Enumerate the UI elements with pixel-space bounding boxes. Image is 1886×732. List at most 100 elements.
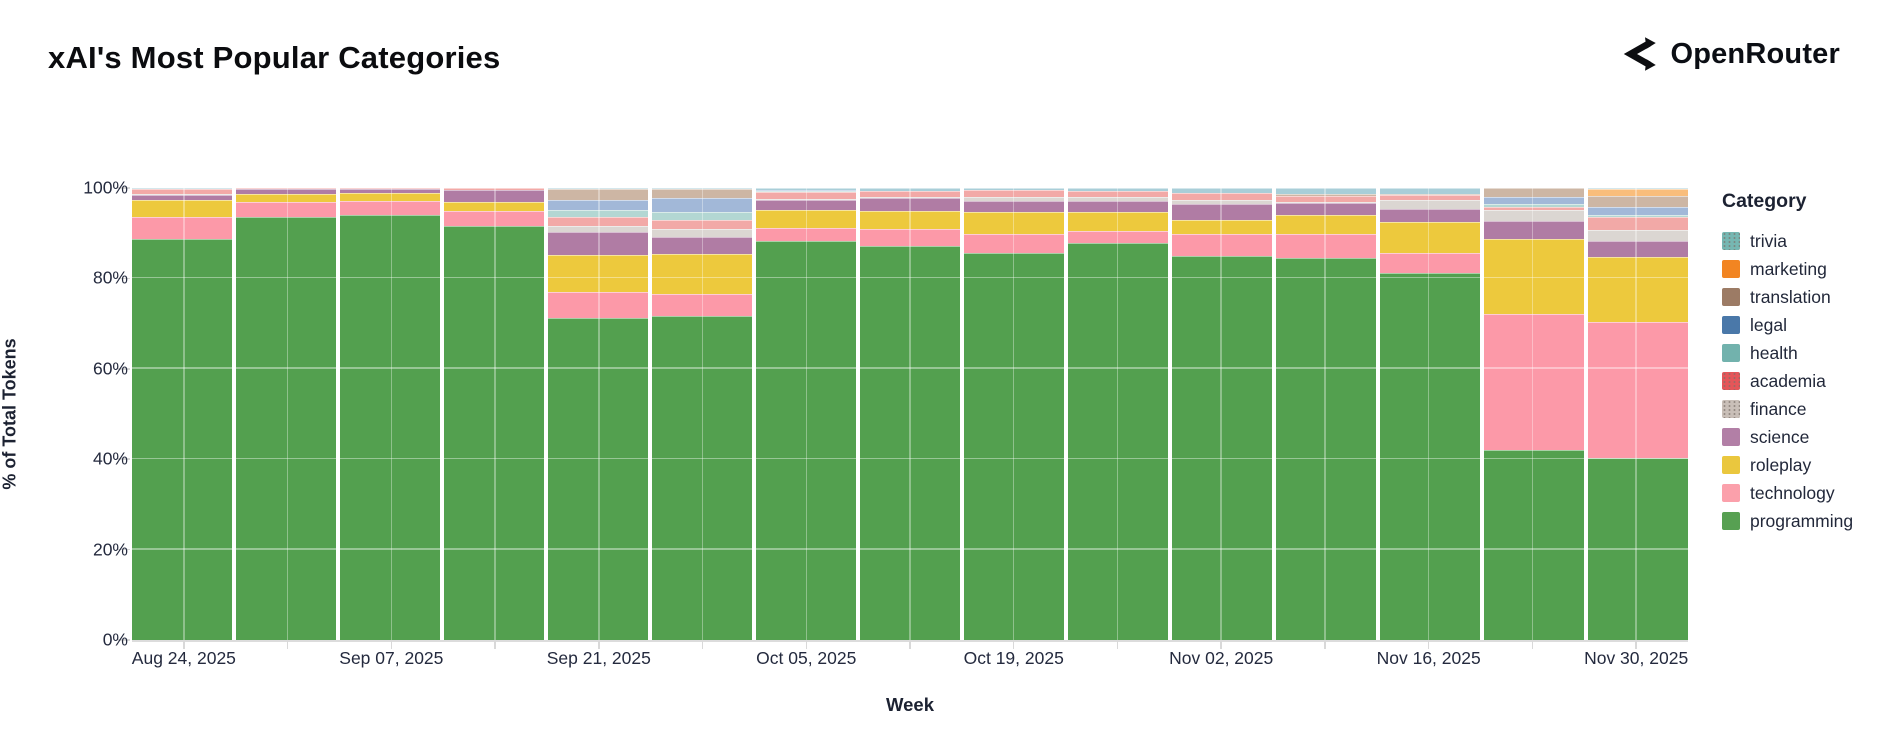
- segment-programming[interactable]: [1484, 450, 1584, 640]
- segment-trivia[interactable]: [652, 188, 752, 190]
- legend-item-trivia[interactable]: trivia: [1722, 227, 1853, 255]
- segment-academia[interactable]: [1484, 207, 1584, 211]
- segment-technology[interactable]: [340, 200, 440, 216]
- segment-programming[interactable]: [444, 226, 544, 640]
- segment-academia[interactable]: [236, 188, 336, 189]
- segment-science[interactable]: [964, 200, 1064, 212]
- segment-technology[interactable]: [1172, 233, 1272, 256]
- segment-academia[interactable]: [1172, 193, 1272, 200]
- bar-oct-05-2025[interactable]: [756, 187, 856, 640]
- segment-finance[interactable]: [1484, 210, 1584, 222]
- segment-health[interactable]: [756, 191, 856, 193]
- segment-science[interactable]: [340, 189, 440, 193]
- segment-finance[interactable]: [964, 196, 1064, 201]
- bar-nov-16-2025[interactable]: [1380, 188, 1480, 640]
- segment-science[interactable]: [1484, 221, 1584, 240]
- legend-item-legal[interactable]: legal: [1722, 311, 1853, 339]
- segment-roleplay[interactable]: [548, 255, 648, 293]
- segment-translation[interactable]: [1484, 188, 1584, 198]
- segment-health[interactable]: [652, 211, 752, 221]
- segment-translation[interactable]: [1588, 196, 1688, 207]
- segment-trivia[interactable]: [1588, 188, 1688, 189]
- segment-finance[interactable]: [1276, 201, 1376, 203]
- segment-science[interactable]: [1380, 208, 1480, 223]
- segment-programming[interactable]: [756, 241, 856, 640]
- segment-health[interactable]: [1484, 204, 1584, 208]
- legend-item-marketing[interactable]: marketing: [1722, 255, 1853, 283]
- legend-item-health[interactable]: health: [1722, 339, 1853, 367]
- segment-science[interactable]: [1172, 203, 1272, 221]
- bar-sep-07-2025[interactable]: [340, 188, 440, 640]
- segment-academia[interactable]: [132, 189, 232, 195]
- segment-science[interactable]: [1068, 200, 1168, 212]
- segment-roleplay[interactable]: [1276, 215, 1376, 235]
- segment-roleplay[interactable]: [1380, 222, 1480, 254]
- segment-science[interactable]: [444, 190, 544, 203]
- legend-item-finance[interactable]: finance: [1722, 395, 1853, 423]
- segment-academia[interactable]: [860, 191, 960, 198]
- segment-technology[interactable]: [548, 292, 648, 319]
- segment-trivia[interactable]: [1276, 188, 1376, 195]
- segment-technology[interactable]: [132, 216, 232, 240]
- segment-programming[interactable]: [1380, 273, 1480, 640]
- segment-science[interactable]: [860, 198, 960, 211]
- segment-science[interactable]: [756, 200, 856, 210]
- segment-roleplay[interactable]: [132, 200, 232, 217]
- segment-roleplay[interactable]: [652, 254, 752, 294]
- segment-science[interactable]: [1588, 241, 1688, 258]
- segment-technology[interactable]: [1380, 253, 1480, 274]
- segment-trivia[interactable]: [1068, 188, 1168, 191]
- segment-programming[interactable]: [1588, 457, 1688, 640]
- segment-technology[interactable]: [1588, 322, 1688, 458]
- segment-programming[interactable]: [1068, 243, 1168, 640]
- segment-science[interactable]: [652, 237, 752, 255]
- bar-oct-12-2025[interactable]: [860, 188, 960, 640]
- segment-programming[interactable]: [548, 318, 648, 640]
- segment-legal[interactable]: [756, 190, 856, 192]
- segment-academia[interactable]: [1276, 195, 1376, 202]
- bar-nov-02-2025[interactable]: [1172, 188, 1272, 640]
- segment-science[interactable]: [1276, 202, 1376, 216]
- segment-technology[interactable]: [236, 202, 336, 218]
- segment-roleplay[interactable]: [444, 202, 544, 211]
- segment-trivia[interactable]: [860, 188, 960, 192]
- bar-sep-28-2025[interactable]: [652, 188, 752, 640]
- segment-translation[interactable]: [1380, 193, 1480, 196]
- segment-academia[interactable]: [548, 217, 648, 226]
- segment-technology[interactable]: [964, 234, 1064, 254]
- segment-programming[interactable]: [132, 239, 232, 640]
- segment-finance[interactable]: [132, 194, 232, 196]
- bar-nov-23-2025[interactable]: [1484, 188, 1584, 640]
- segment-roleplay[interactable]: [860, 210, 960, 229]
- segment-academia[interactable]: [444, 188, 544, 191]
- segment-technology[interactable]: [860, 228, 960, 247]
- segment-finance[interactable]: [1588, 230, 1688, 242]
- segment-roleplay[interactable]: [1172, 220, 1272, 234]
- bar-nov-09-2025[interactable]: [1276, 188, 1376, 640]
- segment-roleplay[interactable]: [1588, 257, 1688, 323]
- segment-academia[interactable]: [1068, 190, 1168, 198]
- segment-science[interactable]: [236, 189, 336, 194]
- segment-academia[interactable]: [756, 192, 856, 199]
- segment-academia[interactable]: [964, 189, 1064, 197]
- segment-health[interactable]: [1588, 215, 1688, 218]
- segment-finance[interactable]: [756, 198, 856, 201]
- segment-finance[interactable]: [1068, 197, 1168, 201]
- segment-roleplay[interactable]: [1484, 239, 1584, 314]
- segment-finance[interactable]: [652, 228, 752, 238]
- segment-technology[interactable]: [652, 293, 752, 317]
- segment-health[interactable]: [548, 210, 648, 218]
- segment-science[interactable]: [132, 195, 232, 201]
- segment-trivia[interactable]: [548, 188, 648, 190]
- segment-roleplay[interactable]: [964, 211, 1064, 235]
- segment-translation[interactable]: [548, 189, 648, 200]
- segment-programming[interactable]: [340, 215, 440, 640]
- segment-programming[interactable]: [1172, 255, 1272, 640]
- segment-programming[interactable]: [964, 253, 1064, 640]
- segment-finance[interactable]: [1380, 200, 1480, 209]
- segment-finance[interactable]: [860, 197, 960, 199]
- segment-roleplay[interactable]: [236, 193, 336, 203]
- legend-item-science[interactable]: science: [1722, 423, 1853, 451]
- segment-translation[interactable]: [652, 189, 752, 199]
- segment-technology[interactable]: [1276, 234, 1376, 258]
